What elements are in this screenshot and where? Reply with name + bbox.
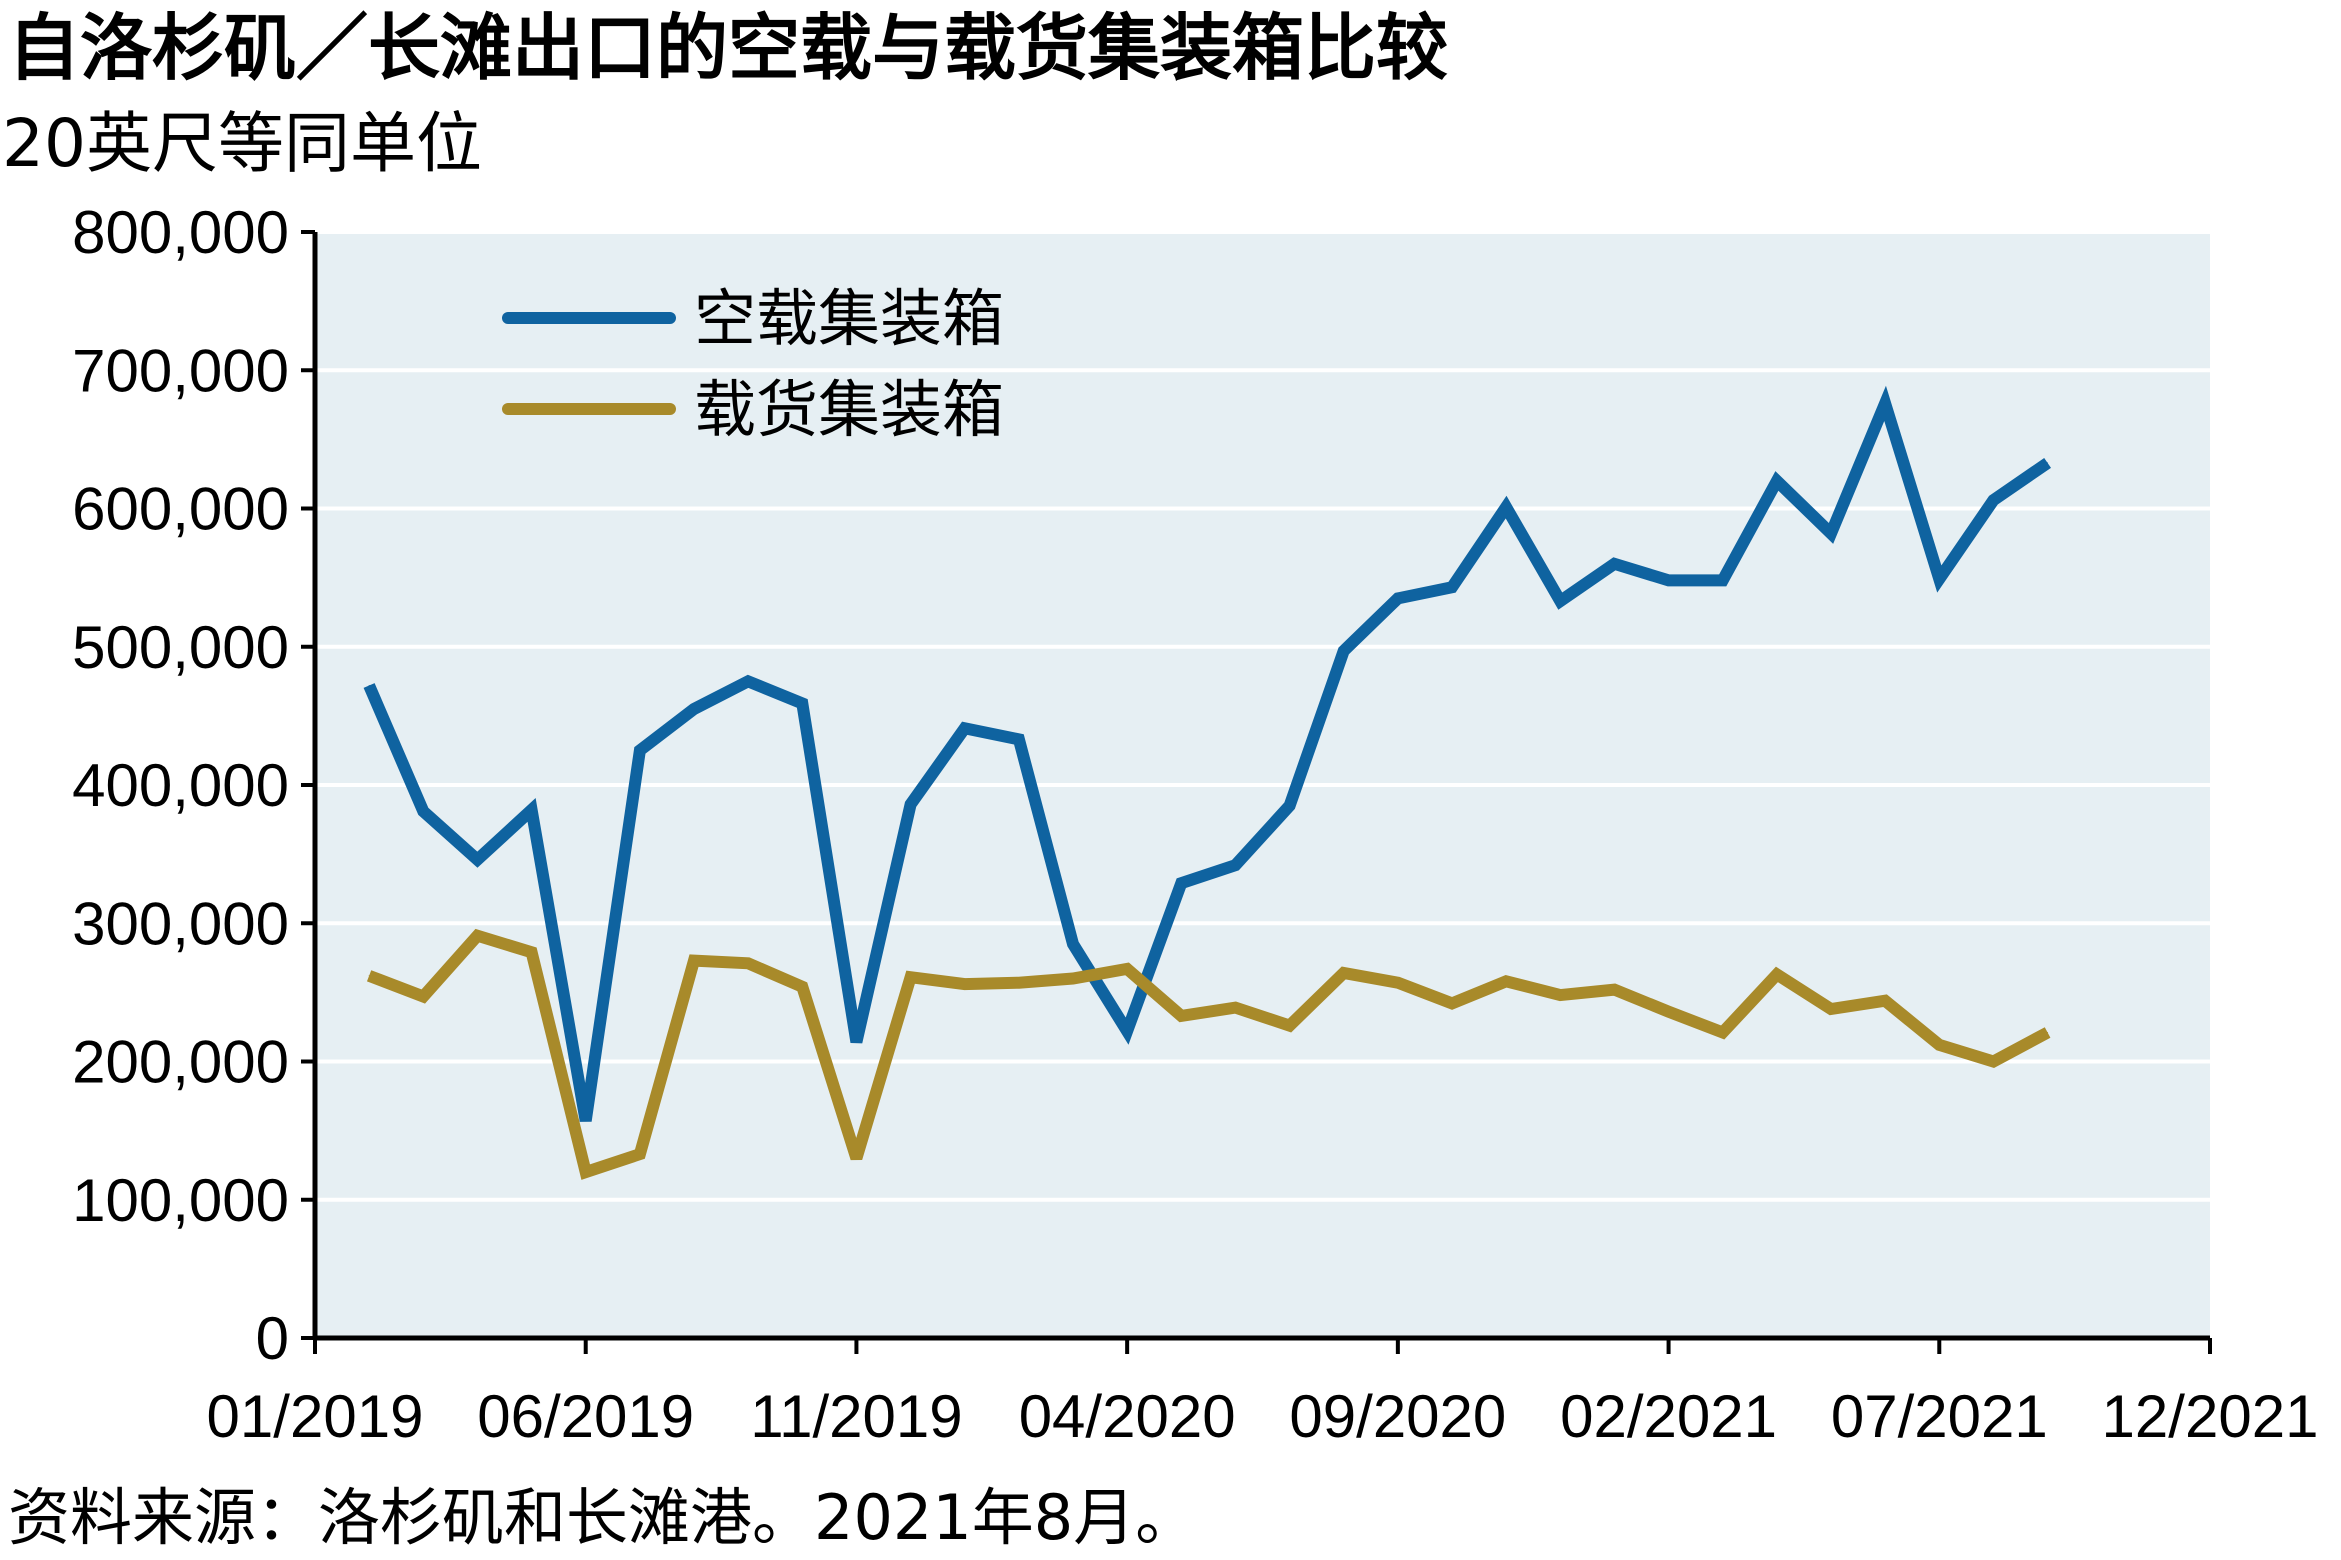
data-point	[1343, 972, 1345, 974]
x-tick-label: 07/2021	[1831, 1383, 2048, 1450]
legend-label: 载货集装箱	[694, 373, 1004, 446]
data-point	[693, 708, 695, 710]
x-tick-label: 04/2020	[1019, 1383, 1236, 1450]
chart-subtitle: 20英尺等同单位	[2, 105, 482, 182]
data-point	[1938, 578, 1940, 580]
data-point	[531, 951, 533, 953]
data-point	[1938, 1044, 1940, 1046]
data-point	[1397, 597, 1399, 599]
data-point	[1126, 1030, 1128, 1032]
data-point	[2047, 462, 2049, 464]
source-note: 资料来源：洛杉矶和长滩港。2021年8月。	[8, 1481, 1198, 1554]
data-point	[1343, 650, 1345, 652]
data-point	[1830, 1008, 1832, 1010]
data-point	[801, 702, 803, 704]
y-tick-label: 500,000	[72, 614, 289, 681]
data-point	[1613, 989, 1615, 991]
series-line	[366, 928, 2051, 1180]
data-point	[1559, 600, 1561, 602]
data-point	[1505, 980, 1507, 982]
data-point	[1668, 1011, 1670, 1013]
series-lines	[363, 385, 2052, 1180]
x-tick-label: 12/2021	[2102, 1383, 2319, 1450]
data-point	[1234, 864, 1236, 866]
data-point	[1451, 1002, 1453, 1004]
data-point	[693, 960, 695, 962]
data-point	[1018, 982, 1020, 984]
data-point	[1072, 978, 1074, 980]
y-tick-label: 400,000	[72, 752, 289, 819]
x-tick-label: 01/2019	[207, 1383, 424, 1450]
data-point	[1289, 805, 1291, 807]
data-point	[1397, 982, 1399, 984]
x-tick-label: 09/2020	[1289, 1383, 1506, 1450]
data-point	[1992, 1061, 1994, 1062]
data-point	[476, 859, 478, 861]
data-point	[1830, 532, 1832, 534]
data-point	[964, 983, 966, 985]
data-point	[476, 935, 478, 937]
x-tick-label: 02/2021	[1560, 1383, 1777, 1450]
y-tick-label: 0	[256, 1305, 289, 1372]
data-point	[1613, 563, 1615, 565]
y-tick-label: 800,000	[72, 199, 289, 266]
data-point	[747, 962, 749, 964]
axes	[301, 230, 2212, 1354]
data-point	[1722, 1031, 1724, 1033]
y-tick-label: 600,000	[72, 476, 289, 543]
data-point	[747, 680, 749, 682]
data-point	[368, 975, 370, 977]
x-tick-label: 11/2019	[750, 1383, 962, 1450]
data-point	[1180, 1015, 1182, 1017]
data-point	[1668, 579, 1670, 581]
data-point	[585, 1171, 587, 1173]
series-line	[363, 385, 2052, 1122]
y-tick-label: 300,000	[72, 890, 289, 957]
data-point	[801, 986, 803, 988]
data-point	[1992, 499, 1994, 501]
data-point	[1234, 1007, 1236, 1009]
data-point	[2047, 1031, 2049, 1033]
data-point	[855, 1041, 857, 1043]
chart-title: 自洛杉矶／长滩出口的空载与载货集装箱比较	[8, 6, 1449, 90]
data-point	[639, 1153, 641, 1155]
data-point	[1505, 506, 1507, 508]
data-point	[639, 749, 641, 751]
data-point	[910, 803, 912, 805]
data-point	[1559, 994, 1561, 996]
data-point	[422, 996, 424, 998]
data-point	[1289, 1025, 1291, 1027]
data-point	[855, 1157, 857, 1159]
x-tick-label: 06/2019	[477, 1383, 694, 1450]
data-point	[1776, 973, 1778, 975]
data-point	[964, 727, 966, 729]
y-tick-label: 200,000	[72, 1029, 289, 1096]
data-point	[1072, 943, 1074, 945]
legend-label: 空载集装箱	[694, 282, 1004, 355]
data-point	[585, 1120, 587, 1122]
y-tick-labels: 0 100,000 200,000 300,000 400,000 500,000 600,…	[72, 199, 289, 1372]
x-tick-labels: 01/2019 06/2019 11/2019 04/2020 09/2020 02/20…	[207, 1383, 2319, 1450]
data-point	[1018, 738, 1020, 740]
data-point	[1722, 579, 1724, 581]
data-point	[531, 809, 533, 811]
gridlines	[315, 230, 2210, 1202]
data-point	[1180, 882, 1182, 884]
data-point	[368, 684, 370, 686]
data-point	[1451, 586, 1453, 588]
data-point	[1884, 402, 1886, 404]
data-point	[422, 810, 424, 812]
data-point	[1126, 968, 1128, 970]
data-point	[1884, 1000, 1886, 1002]
data-point	[1776, 480, 1778, 482]
y-tick-label: 700,000	[72, 337, 289, 404]
data-point	[910, 976, 912, 978]
y-tick-label: 100,000	[72, 1167, 289, 1234]
